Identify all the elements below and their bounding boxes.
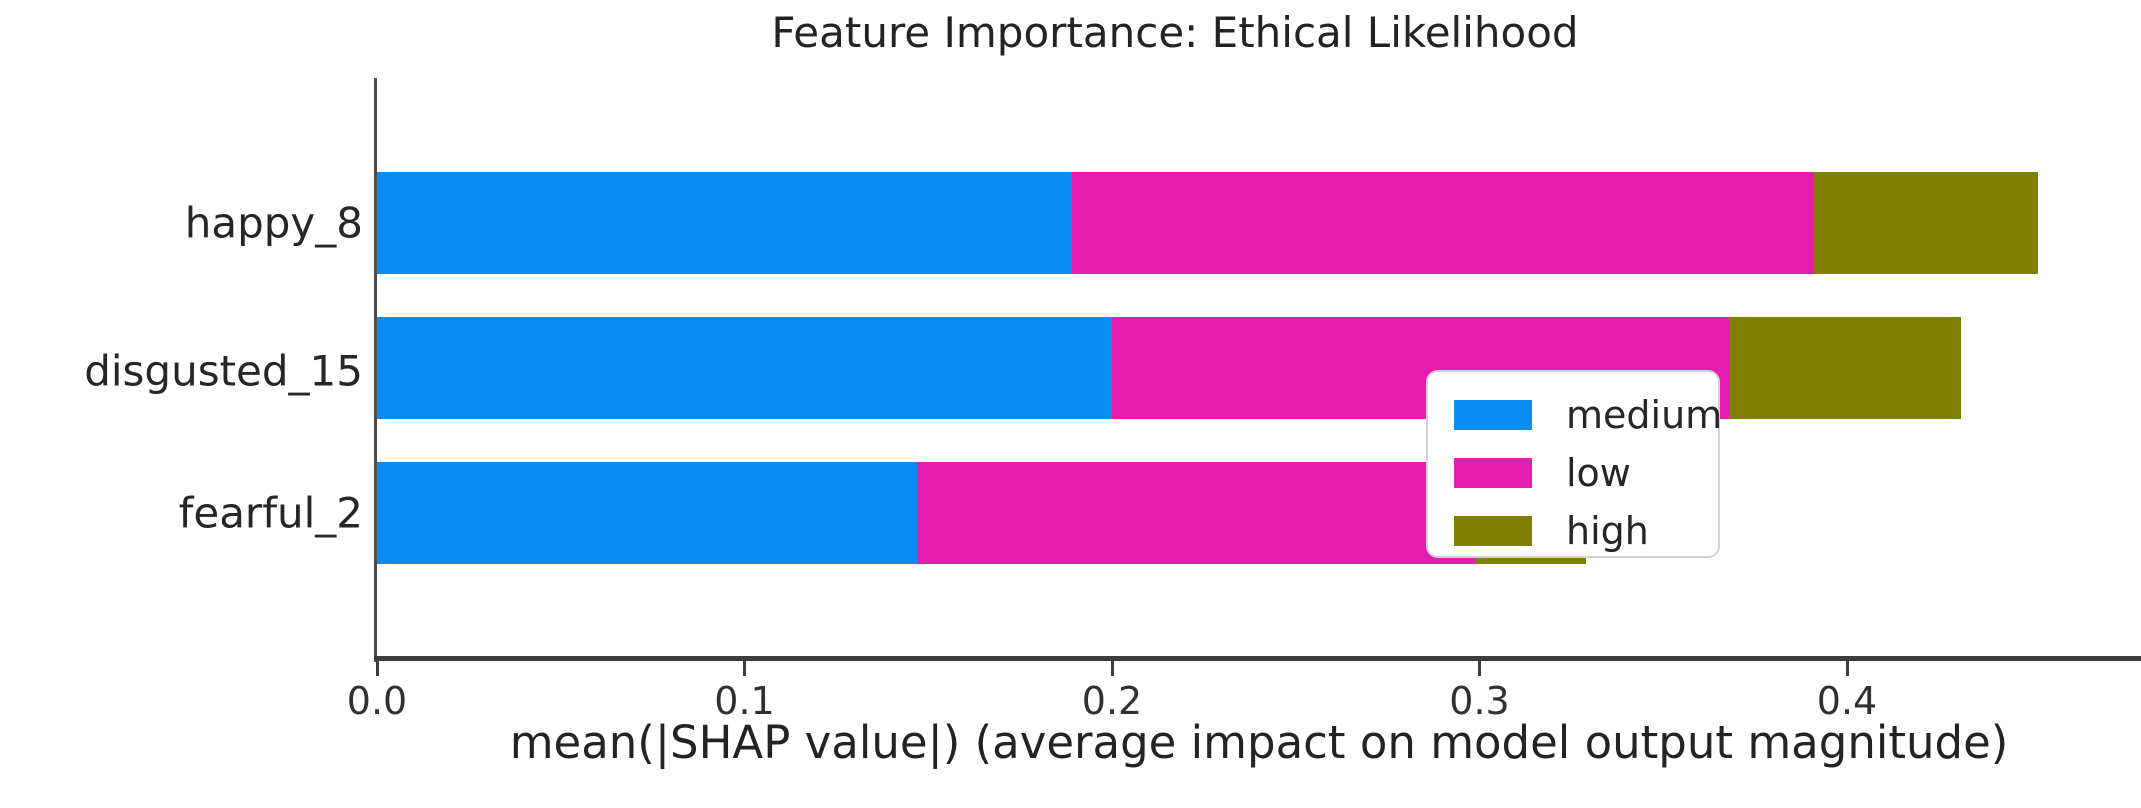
x-tick-mark — [1110, 661, 1114, 676]
x-axis-spine — [374, 656, 2141, 661]
legend-row-medium: medium — [1454, 386, 1722, 444]
y-axis-spine — [374, 78, 377, 662]
y-axis-label-disgusted-15: disgusted_15 — [84, 346, 363, 396]
legend-label-medium: medium — [1566, 393, 1723, 437]
x-tick-label: 0.2 — [1081, 679, 1143, 723]
legend-row-low: low — [1454, 444, 1718, 502]
legend-swatch-high — [1454, 516, 1532, 546]
bar-segment-high-happy_8 — [1813, 172, 2039, 274]
legend-swatch-medium — [1454, 400, 1532, 430]
bar-segment-medium-happy_8 — [377, 172, 1072, 274]
legend: medium low high — [1426, 370, 1722, 560]
plot-area: 0.0 0.1 0.2 0.3 0.4 — [347, 78, 2141, 723]
x-tick-mark — [1845, 661, 1849, 676]
legend-row-high: high — [1454, 502, 1718, 560]
legend-label-low: low — [1566, 451, 1631, 495]
x-tick-label: 0.4 — [1816, 679, 1878, 723]
bar-segment-medium-disgusted_15 — [377, 317, 1112, 419]
y-axis-label-happy-8: happy_8 — [184, 198, 363, 248]
legend-swatch-low — [1454, 458, 1532, 488]
x-tick-mark — [375, 661, 379, 676]
x-tick-label: 0.1 — [714, 679, 775, 723]
x-tick-label: 0.0 — [346, 679, 408, 723]
bar-segment-high-disgusted_15 — [1729, 317, 1961, 419]
legend-label-high: high — [1566, 509, 1649, 553]
bar-segment-low-happy_8 — [1071, 172, 1814, 274]
bar-segment-low-fearful_2 — [917, 462, 1476, 564]
chart-title: Feature Importance: Ethical Likelihood — [771, 8, 1579, 57]
bar-segment-medium-fearful_2 — [377, 462, 918, 564]
x-tick-label: 0.3 — [1449, 679, 1510, 723]
x-tick-mark — [743, 661, 746, 676]
x-tick-mark — [1478, 661, 1481, 676]
x-axis-title: mean(|SHAP value|) (average impact on mo… — [509, 716, 2009, 769]
y-axis-label-fearful-2: fearful_2 — [178, 488, 363, 538]
